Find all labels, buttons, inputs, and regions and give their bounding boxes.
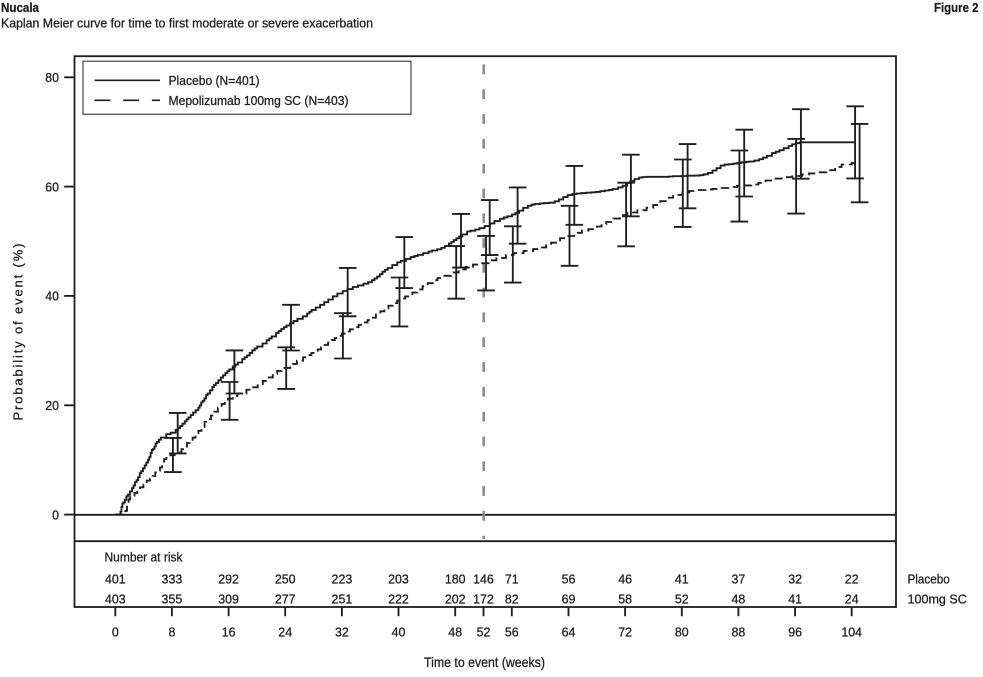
svg-text:222: 222 [388,592,409,607]
svg-text:32: 32 [335,625,349,640]
svg-text:0: 0 [112,625,119,640]
svg-text:40: 40 [392,625,406,640]
svg-text:71: 71 [505,571,519,586]
svg-text:88: 88 [732,625,746,640]
svg-text:146: 146 [473,571,494,586]
svg-text:41: 41 [675,571,689,586]
svg-text:52: 52 [477,625,491,640]
svg-text:22: 22 [845,571,859,586]
svg-text:333: 333 [162,571,183,586]
svg-text:24: 24 [845,592,859,607]
svg-text:355: 355 [162,592,183,607]
svg-text:0: 0 [52,507,59,522]
svg-text:37: 37 [732,571,746,586]
svg-text:80: 80 [675,625,689,640]
svg-text:309: 309 [218,592,239,607]
svg-text:Number at risk: Number at risk [105,549,183,564]
svg-text:52: 52 [675,592,689,607]
svg-text:203: 203 [388,571,409,586]
svg-text:8: 8 [168,625,175,640]
svg-text:172: 172 [473,592,494,607]
svg-text:58: 58 [618,592,632,607]
svg-text:292: 292 [218,571,239,586]
svg-text:48: 48 [448,625,462,640]
svg-text:96: 96 [788,625,802,640]
svg-text:Probability of event (%): Probability of event (%) [10,244,25,421]
svg-text:32: 32 [788,571,802,586]
svg-text:202: 202 [445,592,466,607]
svg-text:16: 16 [222,625,236,640]
svg-text:104: 104 [841,625,862,640]
svg-text:60: 60 [45,179,59,194]
svg-text:223: 223 [332,571,353,586]
svg-text:41: 41 [788,592,802,607]
svg-text:401: 401 [105,571,126,586]
svg-text:69: 69 [562,592,576,607]
svg-text:Nucala: Nucala [1,0,40,15]
svg-text:180: 180 [445,571,466,586]
svg-text:80: 80 [45,70,59,85]
svg-text:64: 64 [562,625,576,640]
svg-text:46: 46 [618,571,632,586]
svg-text:Kaplan Meier curve for time to: Kaplan Meier curve for time to first mod… [1,16,373,31]
svg-text:Placebo (N=401): Placebo (N=401) [169,73,260,88]
svg-text:250: 250 [275,571,296,586]
svg-text:48: 48 [732,592,746,607]
svg-text:20: 20 [45,398,59,413]
svg-text:56: 56 [505,625,519,640]
svg-text:Placebo: Placebo [908,571,950,586]
svg-text:Time to event (weeks): Time to event (weeks) [424,654,545,670]
svg-text:82: 82 [505,592,519,607]
svg-text:72: 72 [618,625,632,640]
svg-text:56: 56 [562,571,576,586]
svg-text:277: 277 [275,592,296,607]
svg-text:100mg SC: 100mg SC [908,592,967,607]
svg-text:24: 24 [278,625,292,640]
svg-text:Mepolizumab 100mg SC (N=403): Mepolizumab 100mg SC (N=403) [169,93,349,108]
svg-text:40: 40 [45,289,59,304]
svg-text:251: 251 [332,592,353,607]
svg-text:Figure 2: Figure 2 [934,0,979,15]
svg-text:403: 403 [105,592,126,607]
